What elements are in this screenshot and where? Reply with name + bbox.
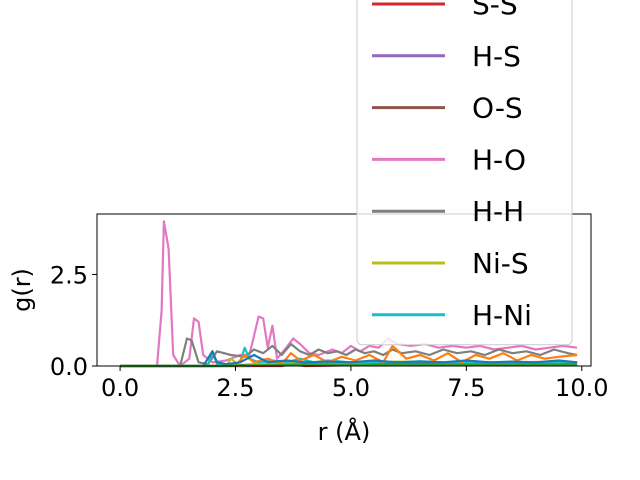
plot-frame [96, 213, 592, 367]
x-axis-label: r (Å) [318, 417, 371, 446]
legend-label: H-S [472, 40, 521, 73]
legend-label: H-O [472, 143, 526, 176]
series-line-unlabeled-7 [120, 344, 578, 368]
y-tick-label: 2.5 [50, 261, 88, 289]
series-line-unlabeled-8 [120, 350, 578, 368]
legend-label: H-H [472, 195, 524, 228]
legend: S-S H-S O-S H-O H-H Ni-S H-Ni [356, 0, 573, 346]
y-axis-label: g(r) [8, 268, 36, 312]
x-tick-label: 10.0 [555, 374, 608, 402]
legend-label: S-S [472, 0, 518, 21]
legend-label: Ni-S [472, 247, 529, 280]
legend-label: H-Ni [472, 299, 532, 332]
legend-label: O-S [472, 92, 523, 125]
x-tick-label: 7.5 [447, 374, 485, 402]
x-tick-label: 5.0 [332, 374, 370, 402]
x-tick-label: 0.0 [101, 374, 139, 402]
series-line-h-o [120, 220, 578, 368]
legend-box [356, 0, 573, 346]
y-tick-label: 0.0 [50, 353, 88, 381]
x-tick-label: 2.5 [216, 374, 254, 402]
y-axis: 0.0 2.5 [50, 261, 97, 381]
x-axis: 0.0 2.5 5.0 7.5 10.0 [101, 366, 608, 402]
